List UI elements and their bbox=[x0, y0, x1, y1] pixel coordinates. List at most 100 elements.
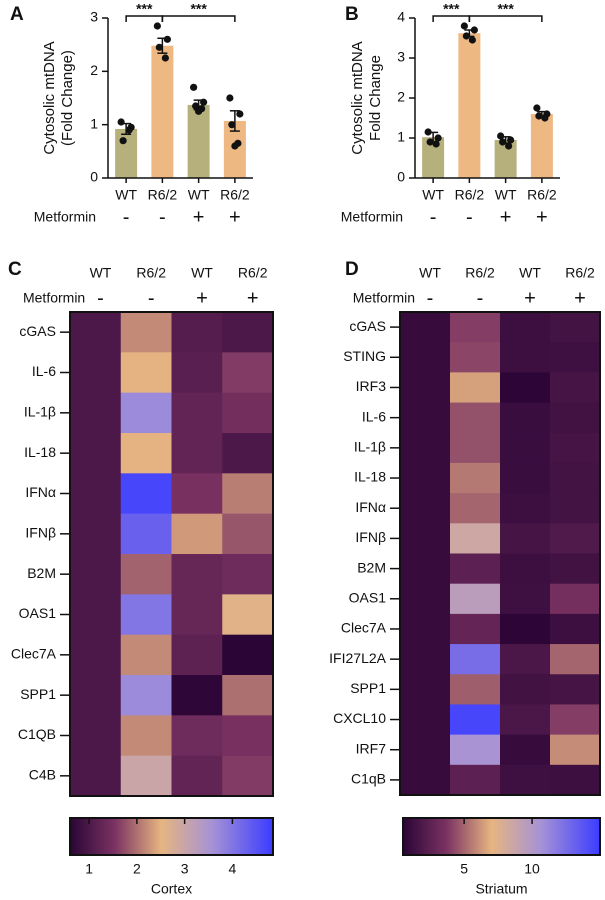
heatmap-cell bbox=[120, 433, 172, 474]
treatment-sign: - bbox=[148, 287, 155, 309]
data-point bbox=[497, 132, 505, 140]
x-tick-label: WT bbox=[188, 187, 210, 203]
heatmap-cell bbox=[400, 734, 451, 766]
row-label: IFNβ bbox=[355, 529, 386, 545]
heatmap-cell bbox=[171, 554, 223, 595]
heatmap-cell bbox=[500, 462, 551, 494]
data-point bbox=[190, 83, 198, 91]
heatmap-cell bbox=[550, 372, 601, 404]
data-point bbox=[155, 43, 163, 51]
row-label: SPP1 bbox=[20, 686, 56, 702]
heatmap-cell bbox=[120, 634, 172, 676]
row-label: IRF3 bbox=[356, 378, 387, 394]
heatmap-cell bbox=[550, 553, 601, 585]
heatmap-cell bbox=[70, 433, 122, 474]
row-label: IL-6 bbox=[32, 363, 56, 379]
heatmap-cell bbox=[222, 634, 274, 676]
treatment-label: Metformin bbox=[353, 290, 415, 306]
treatment-sign: + bbox=[524, 287, 536, 309]
y-tick-label: 3 bbox=[90, 9, 98, 25]
data-point bbox=[117, 118, 125, 126]
row-label: IFNβ bbox=[25, 525, 56, 541]
heatmap-cell bbox=[171, 755, 223, 797]
heatmap-cell bbox=[400, 462, 451, 494]
data-point bbox=[426, 138, 434, 146]
error-bar bbox=[229, 110, 240, 132]
heatmap-cell bbox=[222, 312, 274, 353]
heatmap-cell bbox=[70, 755, 122, 797]
colorbar-tick-label: 5 bbox=[460, 861, 468, 877]
data-point bbox=[119, 137, 127, 145]
row-label: C1qB bbox=[351, 771, 386, 787]
heatmap-cell bbox=[222, 715, 274, 757]
significance-label: *** bbox=[443, 1, 460, 17]
heatmap-cell bbox=[450, 704, 501, 736]
data-point bbox=[434, 134, 442, 142]
heatmap-cell bbox=[450, 674, 501, 705]
x-tick-label: R6/2 bbox=[455, 187, 485, 203]
heatmap-cell bbox=[500, 644, 551, 675]
y-tick-label: 4 bbox=[397, 9, 405, 25]
heatmap-cell bbox=[450, 342, 501, 373]
row-label: IL-1β bbox=[24, 404, 56, 420]
treatment-sign: + bbox=[536, 206, 548, 228]
heatmap-cell bbox=[222, 473, 274, 515]
row-label: B2M bbox=[27, 565, 56, 581]
treatment-sign: - bbox=[97, 287, 104, 309]
x-tick-label: R6/2 bbox=[527, 187, 557, 203]
treatment-sign: - bbox=[123, 206, 130, 228]
treatment-sign: + bbox=[229, 206, 241, 228]
data-point bbox=[161, 54, 169, 62]
heatmap-cell bbox=[450, 432, 501, 464]
heatmap-cell bbox=[120, 554, 172, 595]
heatmap-cell bbox=[400, 493, 451, 524]
panel-letter: A bbox=[10, 4, 24, 25]
column-label: WT bbox=[191, 265, 213, 281]
heatmap-cell bbox=[400, 644, 451, 675]
heatmap-cell bbox=[500, 372, 551, 404]
data-point bbox=[125, 126, 133, 134]
heatmap-cell bbox=[550, 674, 601, 705]
data-point bbox=[236, 110, 244, 118]
colorbar-label: Striatum bbox=[475, 881, 527, 897]
data-point bbox=[226, 94, 234, 102]
heatmap-cell bbox=[171, 594, 223, 636]
treatment-label: Metformin bbox=[341, 209, 403, 225]
row-label: IL-6 bbox=[362, 408, 386, 424]
heatmap-cell bbox=[70, 634, 122, 676]
treatment-sign: - bbox=[159, 206, 166, 228]
data-point bbox=[468, 36, 476, 44]
heatmap-cell bbox=[500, 764, 551, 796]
treatment-sign: + bbox=[247, 287, 259, 309]
row-label: IRF7 bbox=[356, 740, 387, 756]
heatmap-cell bbox=[550, 493, 601, 524]
data-point bbox=[505, 142, 513, 150]
heatmap-cell bbox=[450, 462, 501, 494]
colorbar-tick-label: 2 bbox=[133, 861, 141, 877]
treatment-label: Metformin bbox=[23, 290, 85, 306]
bar bbox=[494, 140, 517, 178]
treatment-sign: + bbox=[574, 287, 586, 309]
heatmap-cell bbox=[500, 342, 551, 373]
significance-label: *** bbox=[497, 1, 514, 17]
heatmap-cell bbox=[400, 312, 451, 343]
heatmap-cell bbox=[70, 392, 122, 434]
colorbar bbox=[402, 817, 601, 856]
row-label: IFNα bbox=[355, 499, 386, 515]
heatmap-cell bbox=[171, 433, 223, 474]
x-tick-label: WT bbox=[495, 187, 517, 203]
heatmap-cell bbox=[400, 553, 451, 585]
significance-bracket bbox=[468, 15, 543, 22]
data-point bbox=[499, 138, 507, 146]
heatmap-cell bbox=[450, 312, 501, 343]
heatmap-cell bbox=[500, 583, 551, 615]
heatmap-cell bbox=[550, 704, 601, 736]
heatmap-frame bbox=[399, 311, 601, 796]
heatmap-cell bbox=[450, 372, 501, 404]
heatmap-cell bbox=[550, 734, 601, 766]
heatmap-cell bbox=[120, 473, 172, 515]
column-label: R6/2 bbox=[565, 265, 595, 281]
heatmap-frame bbox=[69, 311, 274, 797]
y-tick-label: 2 bbox=[397, 89, 405, 105]
heatmap-cell bbox=[550, 342, 601, 373]
